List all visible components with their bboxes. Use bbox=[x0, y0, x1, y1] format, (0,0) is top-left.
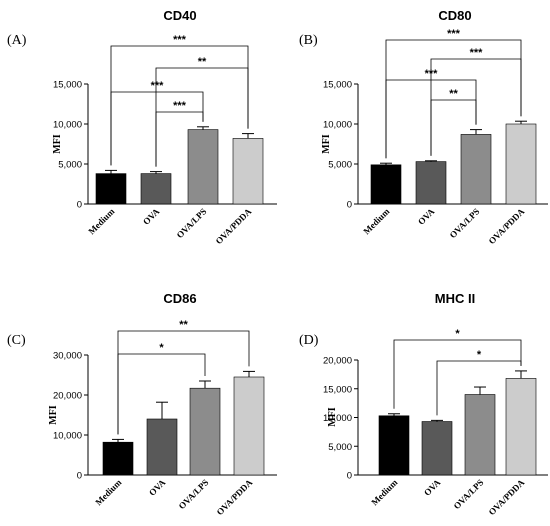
bar-medium bbox=[370, 164, 402, 205]
category-label: OVA/LPS bbox=[175, 206, 209, 240]
category-label: OVA/PDDA bbox=[214, 206, 254, 246]
significance-label: *** bbox=[151, 80, 165, 92]
y-tick-label: 0 bbox=[77, 471, 82, 482]
y-tick-label: 10,000 bbox=[53, 431, 82, 442]
significance-bracket bbox=[117, 353, 206, 435]
significance-label: *** bbox=[470, 47, 484, 59]
panel-label: (A) bbox=[7, 33, 27, 48]
bar-ova bbox=[415, 161, 447, 205]
panel-label: (D) bbox=[299, 333, 319, 348]
category-label: OVA bbox=[147, 477, 168, 498]
bar-ova-pdda bbox=[232, 138, 264, 205]
significance-label: * bbox=[455, 328, 460, 340]
y-tick-label: 0 bbox=[347, 471, 352, 482]
y-tick-label: 20,000 bbox=[323, 356, 352, 367]
panel-title: CD80 bbox=[438, 8, 471, 23]
bar-medium bbox=[95, 173, 127, 205]
bar-medium bbox=[102, 441, 134, 476]
significance-label: ** bbox=[179, 319, 188, 331]
significance-label: * bbox=[159, 342, 164, 354]
y-tick-label: 5,000 bbox=[328, 160, 352, 171]
y-axis-label: MFI bbox=[321, 134, 332, 154]
y-tick-label: 10,000 bbox=[53, 120, 82, 131]
panel-title: MHC II bbox=[435, 291, 475, 306]
significance-bracket bbox=[110, 91, 204, 166]
category-label: Medium bbox=[93, 477, 123, 507]
bar-ova-pdda bbox=[505, 378, 537, 476]
significance-bracket bbox=[393, 339, 522, 409]
panel-label: (B) bbox=[299, 33, 318, 48]
bar-medium bbox=[378, 415, 410, 476]
bar-ova-lps bbox=[464, 394, 496, 476]
category-label: OVA/PDDA bbox=[487, 477, 527, 517]
category-label: OVA/LPS bbox=[448, 206, 482, 240]
bar-ova-pdda bbox=[233, 376, 265, 476]
significance-bracket bbox=[430, 99, 477, 156]
panel-cd80: CD80 (B) 0 5,000 10,000 15,000 MFI Medium OVA OVA… bbox=[299, 8, 548, 246]
category-label: OVA bbox=[416, 206, 437, 227]
bar-ova-pdda bbox=[505, 123, 537, 205]
y-tick-label: 10,000 bbox=[323, 120, 352, 131]
category-label: OVA bbox=[422, 477, 443, 498]
significance-label: *** bbox=[173, 100, 187, 112]
category-label: OVA/PDDA bbox=[487, 206, 527, 246]
bar-ova bbox=[146, 418, 178, 476]
significance-label: *** bbox=[173, 34, 187, 46]
panel-label: (C) bbox=[7, 333, 26, 348]
panel-title: CD86 bbox=[163, 291, 196, 306]
category-label: OVA/LPS bbox=[452, 477, 486, 511]
y-tick-label: 5,000 bbox=[328, 442, 352, 453]
y-tick-label: 15,000 bbox=[323, 80, 352, 91]
significance-label: * bbox=[477, 349, 482, 361]
significance-label: ** bbox=[198, 56, 207, 68]
panel-mhc-ii: MHC II (D) 0 5,000 10,000 15,000 20,000 MFI Medi… bbox=[299, 291, 548, 517]
y-axis-label: MFI bbox=[52, 134, 63, 154]
bar-ova-lps bbox=[460, 134, 492, 205]
y-tick-label: 10,000 bbox=[323, 413, 352, 424]
bar-ova bbox=[421, 421, 453, 476]
y-tick-label: 0 bbox=[347, 200, 352, 211]
y-tick-label: 15,000 bbox=[53, 80, 82, 91]
category-label: Medium bbox=[369, 477, 399, 507]
category-label: OVA/LPS bbox=[177, 477, 211, 511]
bar-ova-lps bbox=[187, 129, 219, 205]
significance-label: *** bbox=[447, 28, 461, 40]
bar-ova bbox=[140, 173, 172, 205]
significance-bracket bbox=[155, 111, 204, 167]
category-label: Medium bbox=[361, 206, 391, 236]
y-tick-label: 0 bbox=[77, 200, 82, 211]
bar-ova-lps bbox=[189, 387, 221, 476]
y-axis-label: MFI bbox=[48, 405, 59, 425]
significance-bracket bbox=[436, 360, 522, 416]
y-tick-label: 20,000 bbox=[53, 391, 82, 402]
panel-cd40: CD40 (A) 0 5,000 10,000 15,000 MFI Medium OVA OVA… bbox=[7, 8, 277, 246]
panel-title: CD40 bbox=[163, 8, 196, 23]
y-tick-label: 30,000 bbox=[53, 351, 82, 362]
y-tick-label: 15,000 bbox=[323, 384, 352, 395]
category-label: OVA/PDDA bbox=[215, 477, 255, 517]
y-tick-label: 5,000 bbox=[58, 160, 82, 171]
significance-label: ** bbox=[449, 88, 458, 100]
significance-label: *** bbox=[425, 68, 439, 80]
panel-cd86: CD86 (C) 0 10,000 20,000 30,000 MFI Medium OVA OV… bbox=[7, 291, 277, 517]
category-label: OVA bbox=[141, 206, 162, 227]
y-axis-label: MFI bbox=[327, 407, 338, 427]
category-label: Medium bbox=[86, 206, 116, 236]
significance-bracket bbox=[117, 330, 250, 435]
